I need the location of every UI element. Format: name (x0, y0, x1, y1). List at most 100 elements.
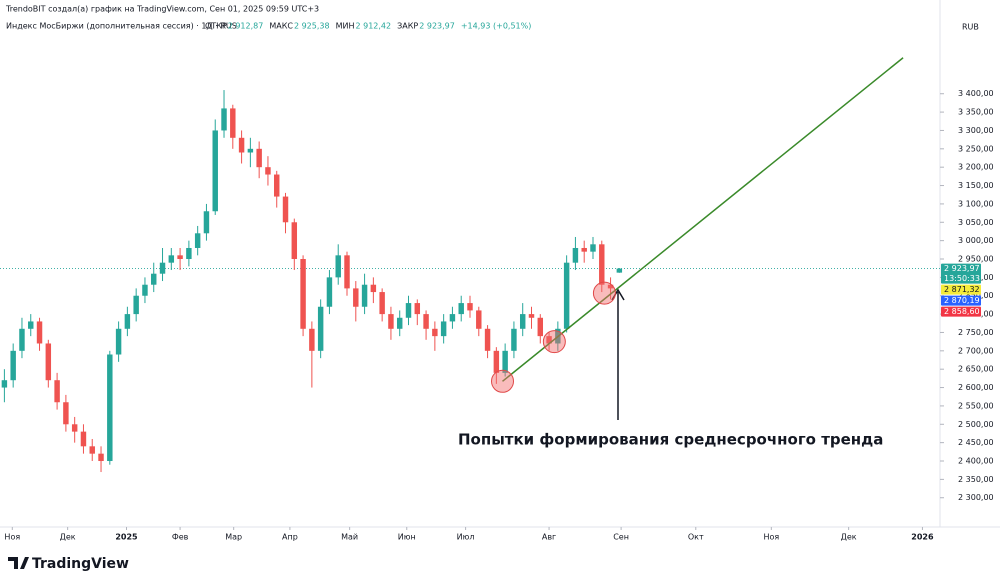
candle-body (511, 328, 517, 351)
x-tick-label: Сен (613, 533, 629, 542)
y-tick-label: 3 300,00 (958, 126, 994, 135)
y-tick-label: 3 250,00 (958, 144, 994, 153)
candle-body (440, 321, 447, 337)
y-tick-label: 3 150,00 (958, 181, 994, 190)
y-tick-label: 2 750,00 (958, 328, 994, 337)
candle-body (282, 196, 289, 223)
candle-body (80, 431, 87, 447)
candle-body (63, 402, 69, 425)
ohlc-value: 2 925,38 (294, 22, 330, 31)
x-tick-label: Дек (841, 533, 857, 542)
y-tick-label: 3 200,00 (958, 163, 994, 172)
trendline (502, 57, 904, 382)
candle-body (476, 310, 482, 329)
y-tick-label: 3 000,00 (958, 236, 994, 245)
candle-body (1, 380, 8, 388)
ohlc-label: МАКС (269, 22, 293, 31)
candle-body (274, 174, 280, 197)
y-tick-label: 3 350,00 (958, 108, 994, 117)
x-tick-label: Июл (457, 533, 475, 542)
candle-body (405, 303, 412, 318)
y-tick-label: 2 300,00 (958, 493, 994, 502)
candle-body (300, 259, 306, 329)
price-label-box (941, 306, 981, 317)
price-label-box (941, 263, 981, 284)
ohlc-value: 2 912,87 (228, 22, 264, 31)
candle-body (581, 247, 587, 252)
candle-body (317, 306, 324, 351)
candle-body (107, 354, 113, 462)
candle-body (194, 233, 201, 248)
candle-body (370, 284, 377, 293)
candle-body (432, 328, 438, 337)
x-tick-label: Мар (225, 533, 242, 542)
arrow-head (611, 288, 625, 301)
candle-body (396, 317, 403, 329)
brand-logo (8, 557, 29, 569)
candle-body (124, 314, 131, 329)
candle-body (326, 277, 333, 307)
candle-body (265, 167, 271, 175)
y-tick-label: 2 350,00 (958, 475, 994, 484)
ohlc-label: ОТКР (205, 22, 227, 31)
candle-body (467, 303, 473, 311)
candle-body (379, 292, 385, 315)
brand: TradingView (32, 556, 129, 572)
y-tick-label: 3 050,00 (958, 218, 994, 227)
candle-body (177, 255, 183, 260)
ohlc-value: 2 923,97 (419, 22, 455, 31)
candle-body (71, 424, 78, 432)
candle-body (10, 350, 16, 381)
candle-body (221, 108, 227, 131)
y-tick-label: 2 950,00 (958, 255, 994, 264)
candle-body (309, 328, 315, 351)
y-tick-label: 2 700,00 (958, 346, 994, 355)
highlight-circle (592, 281, 616, 305)
candle-body (19, 328, 25, 351)
x-tick-label: Ноя (763, 533, 779, 542)
candle-body (186, 247, 192, 260)
change: +14,93 (+0,51%) (461, 22, 532, 31)
candle-body (247, 148, 254, 153)
candle-body (607, 284, 614, 289)
candle-body (616, 268, 623, 273)
candle-body (203, 211, 210, 234)
x-tick-label: Окт (688, 533, 704, 542)
countdown: 13:50:33 (944, 274, 980, 283)
ohlc-label: ЗАКР (397, 22, 418, 31)
ohlc-value: 2 912,42 (355, 22, 391, 31)
candle-body (54, 380, 60, 403)
candle-body (89, 446, 95, 454)
x-tick-label: Май (341, 533, 358, 542)
candle-body (353, 288, 359, 307)
candle-body (36, 321, 43, 344)
y-tick-label: 3 100,00 (958, 199, 994, 208)
price-label: 2 870,19 (944, 296, 980, 305)
candle-body (212, 130, 218, 212)
candle-body (546, 336, 552, 344)
candle-body (98, 453, 104, 462)
candle-body (423, 314, 429, 329)
candle-body (528, 314, 535, 318)
symbol: Индекс МосБиржи (дополнительная сессия) … (6, 22, 237, 31)
price-label-box (941, 284, 981, 295)
y-tick-label: 2 650,00 (958, 365, 994, 374)
price-label: 2 858,60 (944, 307, 980, 316)
candle-body (335, 255, 341, 278)
y-tick-label: 2 550,00 (958, 401, 994, 410)
candle-body (159, 262, 166, 274)
highlight-circle (542, 330, 566, 354)
annotation: Попытки формирования среднесрочного трен… (458, 431, 883, 449)
ohlc-label: МИН (336, 22, 355, 31)
candle-body (519, 314, 526, 329)
y-tick-label: 2 500,00 (958, 420, 994, 429)
candle-body (414, 303, 421, 315)
x-tick-label: Ноя (4, 533, 20, 542)
candle-body (115, 328, 122, 355)
price-label: 2 923,97 (944, 264, 980, 273)
price-label-box (941, 295, 981, 306)
candle-body (291, 222, 298, 260)
candle-body (537, 317, 544, 337)
